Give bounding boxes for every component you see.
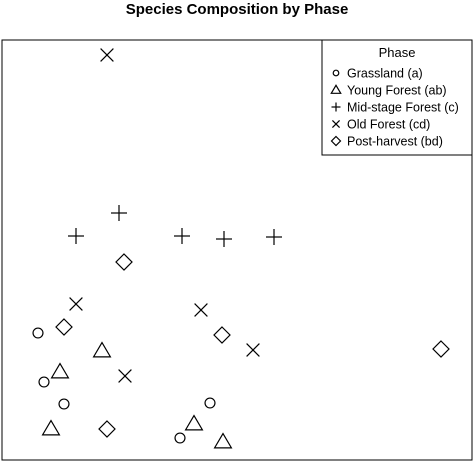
legend-label-0: Grassland (a) bbox=[347, 67, 423, 81]
legend-label-2: Mid-stage Forest (c) bbox=[347, 101, 459, 115]
point-cross-3-4 bbox=[118, 369, 132, 383]
legend-label-4: Post-harvest (bd) bbox=[347, 135, 443, 149]
legend-marker-cross bbox=[331, 119, 341, 129]
point-diamond-4-3 bbox=[432, 340, 450, 358]
point-circle-0-2 bbox=[58, 398, 70, 410]
legend-marker-diamond bbox=[330, 135, 342, 147]
legend-label-1: Young Forest (ab) bbox=[347, 84, 447, 98]
point-plus-2-3 bbox=[216, 231, 232, 247]
point-triangle-1-3 bbox=[184, 414, 204, 431]
point-plus-2-4 bbox=[266, 229, 282, 245]
point-diamond-4-4 bbox=[98, 420, 116, 438]
point-triangle-1-1 bbox=[50, 362, 70, 379]
point-plus-2-1 bbox=[68, 228, 84, 244]
point-diamond-4-2 bbox=[213, 326, 231, 344]
plot-frame bbox=[1, 39, 473, 461]
point-diamond-4-1 bbox=[55, 318, 73, 336]
point-cross-3-2 bbox=[194, 303, 208, 317]
legend-marker-plus bbox=[331, 102, 341, 112]
legend-label-3: Old Forest (cd) bbox=[347, 118, 430, 132]
legend-items: Grassland (a) Young Forest (ab) Mid-stage … bbox=[330, 67, 459, 149]
point-triangle-1-2 bbox=[41, 419, 61, 436]
point-diamond-4-0 bbox=[115, 253, 133, 271]
point-triangle-1-0 bbox=[92, 341, 112, 358]
legend: Phase Grassland (a) Young Forest (ab) Mid-… bbox=[321, 39, 473, 156]
legend-box bbox=[321, 39, 473, 156]
point-cross-3-0 bbox=[100, 48, 114, 62]
legend-marker-circle bbox=[332, 69, 340, 77]
point-plus-2-0 bbox=[111, 205, 127, 221]
point-plus-2-2 bbox=[174, 228, 190, 244]
point-circle-0-4 bbox=[204, 397, 216, 409]
legend-title: Phase bbox=[379, 45, 416, 60]
chart-title: Species Composition by Phase bbox=[125, 1, 349, 18]
point-triangle-1-4 bbox=[213, 432, 233, 449]
point-circle-0-3 bbox=[174, 432, 186, 444]
point-circle-0-0 bbox=[32, 327, 44, 339]
point-cross-3-1 bbox=[69, 297, 83, 311]
point-cross-3-3 bbox=[246, 343, 260, 357]
points-layer bbox=[32, 48, 450, 449]
point-circle-0-1 bbox=[38, 376, 50, 388]
legend-marker-triangle bbox=[330, 84, 342, 94]
